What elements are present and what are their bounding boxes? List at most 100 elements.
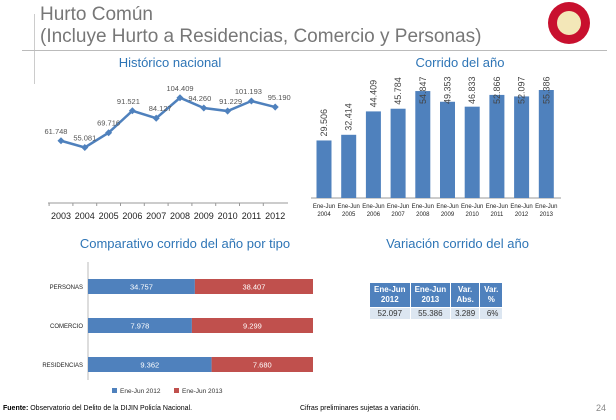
data-point — [271, 103, 279, 111]
x-tick-label: 2003 — [51, 211, 71, 221]
data-point — [176, 94, 184, 102]
x-tick-label: 2013 — [540, 212, 554, 218]
table-header: Ene-Jun 2013 — [409, 282, 452, 308]
data-point — [224, 107, 232, 115]
data-label: 84.127 — [149, 104, 172, 113]
line-chart-title: Histórico nacional — [118, 55, 222, 70]
table-cell: 6% — [479, 307, 504, 320]
table-cell: 3.289 — [450, 307, 481, 320]
data-label: 101.193 — [235, 87, 262, 96]
data-point — [128, 107, 136, 115]
data-label: 34.757 — [130, 283, 153, 292]
source-label: Fuente: — [3, 405, 29, 412]
x-tick-label: 2009 — [194, 211, 214, 221]
table-title: Variación corrido del año — [386, 236, 529, 251]
page-number: 24 — [596, 403, 607, 413]
data-label: 52.097 — [517, 76, 527, 104]
data-point — [57, 137, 65, 145]
bar-segment — [211, 357, 313, 372]
line-series — [60, 96, 276, 149]
y-tick-label: PERSONAS — [50, 285, 83, 291]
bar — [464, 106, 480, 198]
data-label: 7.978 — [131, 322, 150, 331]
bar-segment — [194, 279, 313, 294]
data-point — [81, 143, 89, 152]
bar-segment — [88, 318, 192, 333]
data-label: 49.353 — [443, 76, 453, 104]
bar — [489, 94, 505, 198]
x-tick-label: 2005 — [99, 211, 119, 221]
data-label: 55.081 — [73, 133, 96, 142]
bar — [538, 90, 554, 198]
divider — [22, 50, 607, 51]
data-label: 44.409 — [368, 80, 378, 108]
table-header: Var. Abs. — [450, 282, 481, 308]
data-label: 94.260 — [188, 94, 211, 103]
x-tick-label: Ene-Jun — [338, 204, 360, 210]
divider — [34, 14, 35, 84]
data-label: 55.386 — [541, 76, 551, 104]
x-tick-label: 2012 — [515, 212, 529, 218]
bar — [316, 140, 332, 198]
x-tick-label: Ene-Jun — [461, 204, 483, 210]
table-cell: 55.386 — [409, 307, 452, 320]
bar — [440, 101, 455, 198]
x-tick-label: Ene-Jun — [486, 204, 508, 210]
x-tick-label: Ene-Jun — [436, 204, 458, 210]
bar — [365, 111, 381, 198]
x-tick-label: 2012 — [265, 211, 285, 221]
x-tick-label: 2006 — [367, 212, 381, 218]
data-label: 9.362 — [140, 361, 159, 370]
data-label: 38.407 — [242, 283, 265, 292]
y-tick-label: RESIDENCIAS — [42, 363, 83, 369]
bar-chart-title: Corrido del año — [415, 55, 505, 70]
data-point — [152, 114, 160, 122]
bar — [415, 91, 431, 198]
table-cell: 52.097 — [369, 307, 411, 320]
bar-segment — [191, 318, 313, 333]
x-tick-label: 2008 — [416, 212, 430, 218]
variation-table: Ene-Jun 2012 Ene-Jun 2013 Var. Abs. Var.% 52.0… — [369, 282, 504, 320]
bar-segment — [88, 357, 212, 372]
x-tick-label: 2007 — [391, 212, 405, 218]
footer-source: Fuente: Observatorio del Delito de la DI… — [3, 405, 192, 412]
data-label: 61.748 — [45, 127, 68, 136]
data-label: 54.847 — [418, 76, 428, 104]
legend-swatch — [112, 388, 117, 393]
x-tick-label: Ene-Jun — [510, 204, 532, 210]
colombia-seal-logo — [548, 2, 590, 44]
footer-note: Cifras preliminares sujetas a variación. — [300, 405, 421, 412]
x-tick-label: Ene-Jun — [387, 204, 409, 210]
x-tick-label: 2008 — [170, 211, 190, 221]
x-tick-label: 2010 — [466, 212, 480, 218]
x-tick-label: 2011 — [490, 212, 504, 218]
data-label: 95.190 — [268, 93, 291, 102]
page-title: Hurto Común — [40, 4, 153, 25]
x-tick-label: 2010 — [218, 211, 238, 221]
stacked-chart-title: Comparativo corrido del año por tipo — [79, 236, 291, 251]
x-tick-label: 2009 — [441, 212, 455, 218]
data-label: 91.521 — [117, 97, 140, 106]
data-label: 9.299 — [243, 322, 262, 331]
data-label: 52.866 — [492, 76, 502, 104]
data-label: 104.409 — [166, 84, 193, 93]
data-label: 91.229 — [219, 97, 242, 106]
data-point — [247, 97, 255, 105]
data-label: 7.680 — [253, 361, 272, 370]
x-tick-label: Ene-Jun — [313, 204, 335, 210]
source-text: Observatorio del Delito de la DIJIN Poli… — [28, 405, 193, 412]
legend-label: Ene-Jun 2013 — [182, 388, 223, 395]
page-subtitle: (Incluye Hurto a Residencias, Comercio y… — [40, 26, 482, 47]
data-point — [200, 104, 208, 112]
bar — [514, 96, 530, 198]
x-tick-label: 2006 — [122, 211, 142, 221]
table-header: Ene-Jun 2012 — [369, 282, 411, 308]
data-label: 45.784 — [393, 77, 403, 105]
data-label: 69.716 — [97, 119, 120, 128]
x-tick-label: Ene-Jun — [362, 204, 384, 210]
legend-swatch — [174, 388, 179, 393]
bar-segment — [88, 279, 195, 294]
x-tick-label: 2007 — [146, 211, 166, 221]
